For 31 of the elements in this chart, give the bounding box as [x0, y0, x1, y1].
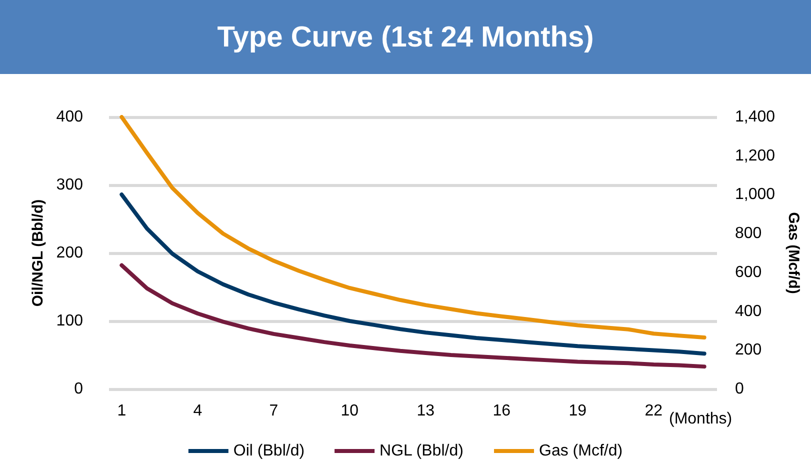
y2-tick-label: 400 — [735, 302, 762, 320]
line-series — [120, 192, 706, 356]
line-series — [120, 115, 706, 340]
x-tick-label: 19 — [568, 402, 587, 420]
y2-tick-label: 1,000 — [735, 186, 776, 204]
legend-label: NGL (Bbl/d) — [380, 442, 464, 460]
y2-axis-title: Gas (Mcf/d) — [784, 212, 802, 294]
x-tick-label: 13 — [416, 402, 435, 420]
y2-tick-label: 1,400 — [735, 108, 776, 126]
y2-tick-label: 200 — [735, 342, 762, 359]
x-tick-label: 16 — [492, 402, 511, 420]
y-tick-label: 100 — [56, 312, 84, 330]
y-tick-label: 200 — [56, 244, 84, 262]
x-tick-label: 10 — [340, 402, 359, 420]
x-tick-label: 4 — [193, 402, 202, 420]
x-tick-label: 1 — [117, 402, 126, 420]
legend-label: Oil (Bbl/d) — [233, 442, 305, 460]
line-series — [120, 263, 706, 369]
x-tick-label: 7 — [269, 402, 278, 420]
y-axis-title: Oil/NGL (Bbl/d) — [29, 199, 46, 307]
y-tick-label: 300 — [56, 176, 84, 194]
y-tick-label: 0 — [74, 380, 84, 398]
legend-label: Gas (Mcf/d) — [539, 442, 623, 460]
x-tick-label: 22 — [644, 402, 663, 420]
y2-tick-label: 0 — [735, 380, 744, 398]
y-tick-label: 400 — [56, 108, 84, 126]
y2-tick-label: 1,200 — [735, 147, 776, 164]
x-axis-title: (Months) — [669, 410, 732, 428]
chart-title: Type Curve (1st 24 Months) — [217, 22, 594, 54]
y2-tick-label: 600 — [735, 264, 762, 281]
y2-tick-label: 800 — [735, 225, 762, 242]
